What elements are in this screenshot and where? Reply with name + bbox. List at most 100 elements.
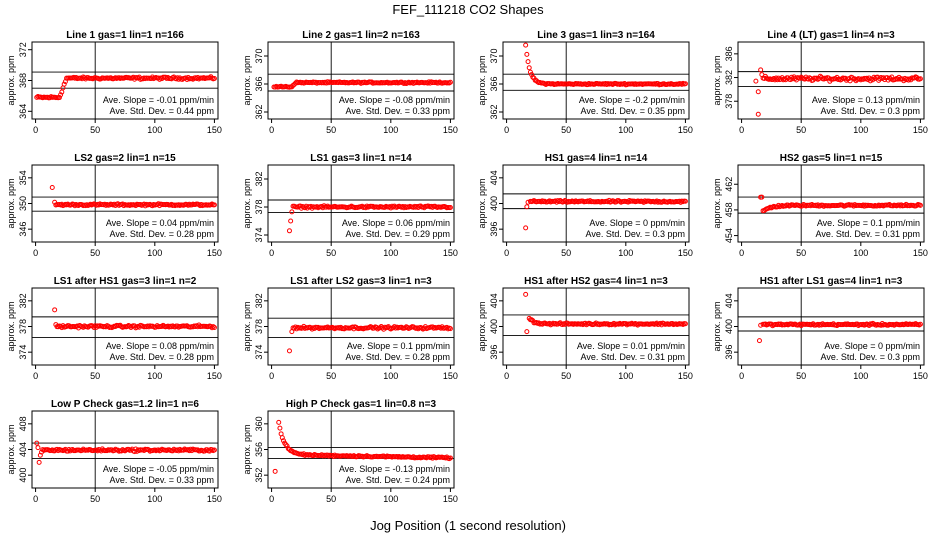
x-tick-label: 50 bbox=[90, 494, 100, 504]
panel-3: Line 3 gas=1 lin=3 n=164 Ave. Slope = -0.… bbox=[477, 30, 693, 135]
y-axis-label: approx. ppm bbox=[242, 178, 252, 228]
x-tick-label: 50 bbox=[326, 371, 336, 381]
y-tick-label: 400 bbox=[489, 319, 499, 334]
x-tick-label: 50 bbox=[561, 248, 571, 258]
data-point bbox=[917, 202, 923, 208]
data-point bbox=[288, 218, 294, 224]
slope-annotation: Ave. Slope = -0.2 ppm/min bbox=[579, 95, 685, 105]
y-tick-label: 362 bbox=[489, 104, 499, 119]
y-tick-label: 370 bbox=[489, 48, 499, 63]
panel-8: HS2 gas=5 lin=1 n=15 Ave. Slope = 0.1 ppm… bbox=[712, 153, 928, 258]
data-point bbox=[524, 204, 530, 210]
x-tick-label: 0 bbox=[33, 371, 38, 381]
panel-title: LS1 after LS2 gas=3 lin=1 n=3 bbox=[290, 276, 432, 287]
data-point bbox=[682, 81, 688, 87]
data-point bbox=[849, 75, 855, 81]
y-tick-label: 370 bbox=[254, 48, 264, 63]
data-point bbox=[61, 81, 67, 87]
y-axis-label: approx. ppm bbox=[6, 301, 16, 351]
panel-12: HS1 after LS1 gas=4 lin=1 n=3 Ave. Slope … bbox=[712, 276, 928, 381]
x-tick-label: 150 bbox=[678, 371, 693, 381]
x-tick-label: 0 bbox=[269, 494, 274, 504]
y-axis-label: approx. ppm bbox=[242, 55, 252, 105]
y-tick-label: 382 bbox=[254, 171, 264, 186]
x-tick-label: 150 bbox=[207, 371, 222, 381]
y-axis-label: approx. ppm bbox=[477, 55, 487, 105]
std-dev-annotation: Ave. Std. Dev. = 0.3 ppm bbox=[821, 352, 920, 362]
data-points bbox=[49, 184, 217, 209]
data-point bbox=[447, 455, 453, 461]
data-points bbox=[758, 194, 923, 214]
y-axis-label: approx. ppm bbox=[6, 55, 16, 105]
x-tick-label: 150 bbox=[913, 125, 928, 135]
data-point bbox=[211, 202, 217, 208]
y-tick-label: 372 bbox=[18, 42, 28, 57]
data-point bbox=[917, 321, 923, 327]
panel-title: HS2 gas=5 lin=1 n=15 bbox=[780, 153, 883, 164]
data-point bbox=[56, 95, 62, 101]
data-point bbox=[211, 447, 217, 453]
slope-annotation: Ave. Slope = 0.13 ppm/min bbox=[812, 95, 920, 105]
data-point bbox=[906, 77, 911, 83]
data-point bbox=[523, 291, 529, 297]
panel-4: Line 4 (LT) gas=1 lin=4 n=3 Ave. Slope = … bbox=[712, 30, 928, 135]
data-points bbox=[52, 307, 217, 331]
data-point bbox=[682, 321, 688, 327]
data-point bbox=[759, 194, 765, 200]
data-point bbox=[36, 459, 42, 465]
panel-6: LS1 gas=3 lin=1 n=14 Ave. Slope = 0.06 pp… bbox=[242, 153, 458, 258]
y-tick-label: 360 bbox=[254, 416, 264, 431]
panel-title: LS1 after HS1 gas=3 lin=1 n=2 bbox=[54, 276, 197, 287]
std-dev-annotation: Ave. Std. Dev. = 0.31 ppm bbox=[816, 229, 920, 239]
data-point bbox=[281, 438, 286, 444]
data-points bbox=[756, 320, 923, 344]
data-point bbox=[755, 89, 761, 95]
y-axis-label: approx. ppm bbox=[6, 424, 16, 474]
data-point bbox=[878, 75, 884, 81]
x-tick-label: 50 bbox=[561, 371, 571, 381]
slope-annotation: Ave. Slope = -0.08 ppm/min bbox=[339, 95, 450, 105]
y-tick-label: 462 bbox=[724, 177, 734, 192]
panel-title: LS2 gas=2 lin=1 n=15 bbox=[74, 153, 176, 164]
y-tick-label: 382 bbox=[18, 293, 28, 308]
x-tick-label: 50 bbox=[90, 371, 100, 381]
x-tick-label: 0 bbox=[739, 125, 744, 135]
x-tick-label: 50 bbox=[326, 494, 336, 504]
data-point bbox=[157, 76, 163, 82]
x-tick-label: 50 bbox=[561, 125, 571, 135]
x-tick-label: 50 bbox=[796, 248, 806, 258]
x-tick-label: 150 bbox=[913, 371, 928, 381]
x-tick-label: 0 bbox=[33, 248, 38, 258]
x-tick-label: 0 bbox=[269, 125, 274, 135]
x-tick-label: 100 bbox=[853, 125, 868, 135]
panel-1: Line 1 gas=1 lin=1 n=166 Ave. Slope = -0.… bbox=[6, 30, 222, 135]
y-tick-label: 378 bbox=[724, 94, 734, 109]
data-points bbox=[34, 74, 217, 101]
slope-annotation: Ave. Slope = 0 ppm/min bbox=[824, 341, 920, 351]
data-point bbox=[758, 67, 764, 73]
y-tick-label: 396 bbox=[724, 345, 734, 360]
data-points bbox=[286, 203, 453, 234]
data-point bbox=[52, 307, 58, 313]
data-point bbox=[524, 51, 530, 57]
std-dev-annotation: Ave. Std. Dev. = 0.24 ppm bbox=[346, 475, 450, 485]
y-tick-label: 368 bbox=[18, 73, 28, 88]
y-tick-label: 378 bbox=[254, 199, 264, 214]
panel-13: Low P Check gas=1.2 lin=1 n=6 Ave. Slope … bbox=[6, 399, 222, 504]
data-point bbox=[529, 72, 535, 78]
y-tick-label: 396 bbox=[489, 345, 499, 360]
x-tick-label: 100 bbox=[618, 371, 633, 381]
x-tick-label: 0 bbox=[33, 125, 38, 135]
y-tick-label: 382 bbox=[724, 70, 734, 85]
y-tick-label: 356 bbox=[254, 442, 264, 457]
data-point bbox=[527, 69, 533, 75]
y-tick-label: 346 bbox=[18, 222, 28, 237]
plot-frame bbox=[267, 164, 455, 243]
panel-title: HS1 after HS2 gas=4 lin=1 n=3 bbox=[524, 276, 668, 287]
plot-frame bbox=[737, 41, 925, 120]
data-point bbox=[272, 468, 278, 474]
data-point bbox=[447, 326, 453, 332]
plot-frame bbox=[267, 41, 455, 120]
x-tick-label: 150 bbox=[443, 494, 458, 504]
